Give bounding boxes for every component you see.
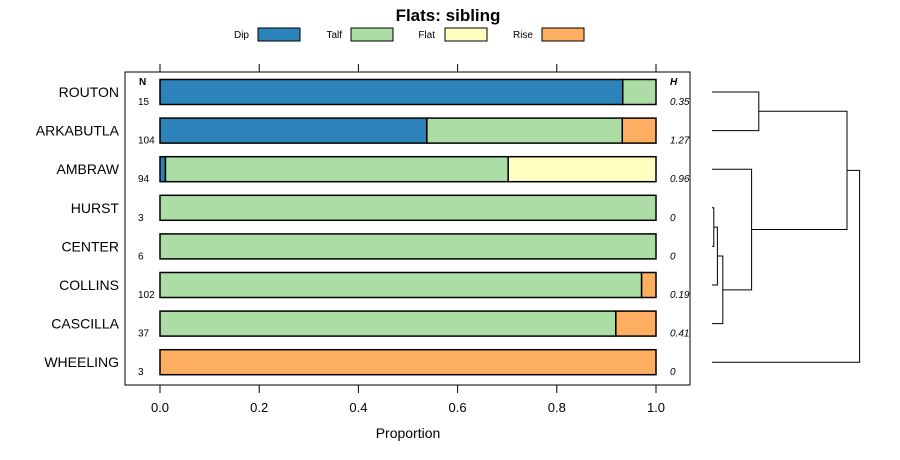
n-column-header: N [139, 77, 146, 88]
dendrogram-link [712, 207, 715, 247]
x-tick-label: 0.8 [548, 400, 566, 415]
x-tick-label: 0.2 [250, 400, 268, 415]
bar-segment-rise [621, 117, 657, 144]
bar-segment-talf [159, 233, 657, 260]
dendrogram-link [712, 169, 861, 363]
legend-swatch-flat [444, 27, 488, 42]
chart-title: Flats: sibling [396, 6, 501, 25]
bar-segment-talf [159, 271, 643, 299]
bar-segment-talf [159, 310, 617, 337]
bar-segment-flat [507, 155, 657, 183]
bar-segment-talf [426, 117, 624, 144]
bar-segment-rise [159, 348, 657, 376]
category-label: CASCILLA [51, 316, 119, 332]
bar-segment-dip [159, 155, 167, 183]
bar-row-routon: ROUTON 15 0.35 [59, 78, 690, 108]
n-value: 37 [138, 329, 150, 340]
bar-segment-rise [640, 271, 657, 299]
plot-panel [124, 71, 691, 386]
h-column-header: H [670, 77, 678, 88]
h-value: 0.96 [670, 174, 690, 185]
legend-label-dip: Dip [234, 30, 249, 41]
top-axis-ticks [159, 64, 657, 72]
legend-label-flat: Flat [418, 30, 435, 41]
x-axis: 0.0 0.2 0.4 0.6 0.8 1.0 [151, 385, 665, 415]
h-value: 0.41 [670, 329, 689, 340]
h-value: 0 [670, 367, 676, 378]
x-tick-label: 0.0 [151, 400, 169, 415]
bar-segment-talf [164, 155, 509, 183]
n-value: 104 [138, 136, 155, 147]
x-tick-label: 0.4 [349, 400, 367, 415]
bar-segment-talf [622, 78, 657, 106]
n-value: 94 [138, 174, 150, 185]
dendrogram-link [712, 91, 760, 132]
category-label: AMBRAW [57, 161, 120, 177]
bar-segment-dip [159, 117, 428, 144]
legend: Dip Talf Flat Rise [234, 27, 585, 42]
category-label: ARKABUTLA [36, 123, 120, 139]
category-label: CENTER [61, 238, 119, 254]
bar-row-arkabutla: ARKABUTLA 104 1.27 [36, 117, 690, 147]
n-value: 3 [138, 213, 144, 224]
bar-row-wheeling: WHEELING 3 0 [44, 348, 676, 378]
legend-swatch-talf [350, 27, 394, 42]
n-value: 15 [138, 97, 150, 108]
n-value: 3 [138, 367, 144, 378]
h-value: 1.27 [670, 136, 690, 147]
bar-row-collins: COLLINS 102 0.19 [59, 271, 690, 301]
h-value: 0.35 [670, 97, 690, 108]
category-label: WHEELING [44, 354, 119, 370]
legend-swatch-dip [257, 27, 301, 42]
category-label: HURST [71, 200, 120, 216]
h-value: 0 [670, 213, 676, 224]
bar-segment-talf [159, 194, 657, 222]
legend-label-talf: Talf [326, 30, 342, 41]
h-value: 0 [670, 251, 676, 262]
dendrogram-link [751, 110, 848, 231]
n-value: 102 [138, 290, 155, 301]
bar-rows: ROUTON 15 0.35 ARKABUTLA 104 1.27 AMBRAW 94 0.96… [36, 78, 690, 378]
category-label: COLLINS [59, 277, 119, 293]
bar-segment-rise [615, 310, 657, 337]
h-value: 0.19 [670, 290, 690, 301]
legend-swatch-rise [541, 27, 585, 42]
bar-row-cascilla: CASCILLA 37 0.41 [51, 310, 689, 340]
x-tick-label: 0.6 [449, 400, 467, 415]
n-value: 6 [138, 251, 144, 262]
x-tick-label: 1.0 [647, 400, 665, 415]
dendrogram-link [712, 168, 753, 291]
bar-row-hurst: HURST 3 0 [71, 194, 676, 224]
dendrogram-link [712, 226, 718, 286]
bar-row-ambraw: AMBRAW 94 0.96 [57, 155, 690, 185]
bar-segment-dip [159, 78, 624, 106]
legend-label-rise: Rise [513, 30, 533, 41]
dendrogram [712, 91, 861, 363]
category-label: ROUTON [59, 84, 119, 100]
x-axis-title: Proportion [376, 425, 441, 441]
bar-row-center: CENTER 6 0 [61, 233, 676, 262]
